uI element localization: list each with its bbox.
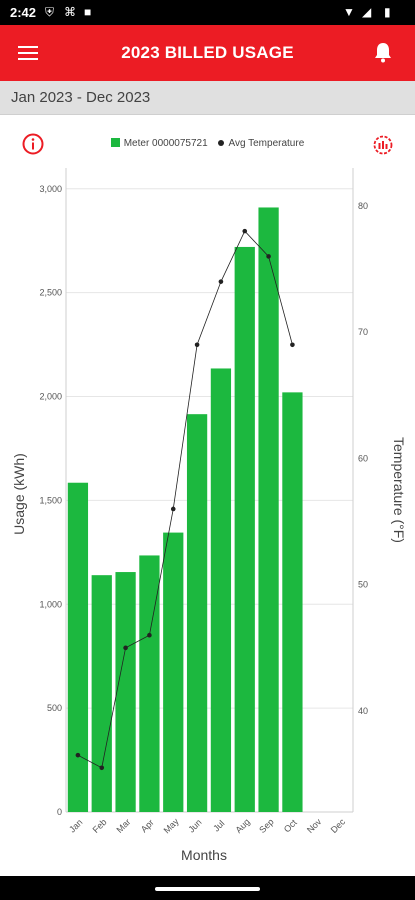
temperature-point (194, 342, 200, 348)
wifi-icon: ▼ (343, 5, 355, 19)
x-tick-label: Jun (186, 817, 203, 834)
home-gesture-handle[interactable] (155, 887, 260, 891)
usage-bar (210, 368, 232, 812)
system-nav-bar (0, 876, 415, 900)
y-axis-title: Usage (kWh) (11, 453, 27, 535)
y-tick-label: 0 (57, 807, 62, 817)
usage-bar (67, 482, 89, 812)
usage-bar (258, 207, 279, 813)
legend-meter-label: Meter 0000075721 (123, 138, 208, 149)
y-tick-label: 3,000 (39, 184, 62, 194)
x-tick-label: Oct (282, 817, 299, 834)
weather-icon[interactable] (371, 133, 395, 162)
x-tick-label: Sep (257, 817, 275, 835)
page-title: 2023 BILLED USAGE (121, 43, 294, 62)
y-tick-label: 500 (47, 703, 62, 713)
x-tick-label: Dec (329, 816, 348, 835)
date-range-label: Jan 2023 - Dec 2023 (11, 89, 151, 106)
menu-icon[interactable] (18, 43, 38, 63)
notification-bell-icon[interactable] (373, 41, 393, 68)
shield-icon: ⛨ (45, 5, 55, 19)
sd-card-icon: ■ (84, 5, 92, 19)
key-icon: ⌘ (64, 5, 76, 19)
y2-tick-label: 50 (358, 580, 368, 590)
legend-line-marker (218, 140, 225, 146)
info-icon[interactable] (22, 133, 44, 160)
temperature-point (290, 342, 295, 348)
x-axis-title: Months (181, 847, 227, 863)
usage-chart: 0 500 1,000 1,500 2,000 2,500 3,000 40 50 60 70 80 J… (11, 168, 407, 863)
temperature-point (218, 279, 224, 284)
temperature-point (99, 765, 105, 771)
y2-tick-label: 70 (358, 327, 368, 337)
y2-axis-title: Temperature (°F) (391, 437, 407, 543)
y-tick-label: 1,000 (39, 599, 62, 609)
legend-temp-label: Avg Temperature (228, 138, 305, 149)
temperature-point (75, 752, 81, 758)
status-time: 2:42 (10, 5, 37, 20)
usage-bar (115, 572, 136, 812)
y-tick-label: 2,000 (39, 392, 62, 402)
y2-tick-label: 40 (358, 706, 368, 716)
x-tick-label: Apr (139, 817, 156, 834)
x-tick-label: Mar (114, 817, 132, 835)
y2-tick-label: 80 (358, 201, 368, 211)
chart-legend: Meter 0000075721 Avg Temperature (0, 138, 415, 149)
usage-bar (91, 575, 112, 812)
x-tick-label: Feb (91, 817, 109, 835)
temperature-line (77, 230, 293, 769)
y-tick-label: 2,500 (39, 288, 62, 298)
x-tick-label: Nov (305, 816, 324, 835)
battery-icon: ▮ (384, 5, 391, 19)
x-tick-label: May (162, 816, 181, 835)
x-tick-label: Jan (67, 817, 84, 834)
temperature-point (170, 506, 176, 512)
temperature-point (147, 632, 152, 638)
usage-bar (186, 414, 208, 812)
date-range-bar: Jan 2023 - Dec 2023 (0, 81, 415, 115)
status-bar: 2:42 ⛨ ⌘ ■ ▼ ◢ ▮ (0, 0, 415, 25)
usage-bar (163, 532, 184, 812)
legend-bar-swatch (110, 138, 120, 147)
y2-tick-label: 60 (358, 453, 368, 463)
temperature-point (266, 254, 271, 259)
cell-signal-icon: ◢ (362, 5, 372, 19)
x-tick-label: Aug (233, 817, 251, 835)
temperature-point (242, 228, 248, 234)
usage-bar (282, 392, 303, 812)
y-tick-label: 1,500 (39, 495, 62, 505)
usage-bar (234, 246, 255, 813)
app-bar: 2023 BILLED USAGE (0, 25, 415, 81)
x-tick-label: Jul (211, 818, 226, 833)
usage-bar (139, 555, 160, 812)
temperature-point (123, 645, 128, 651)
